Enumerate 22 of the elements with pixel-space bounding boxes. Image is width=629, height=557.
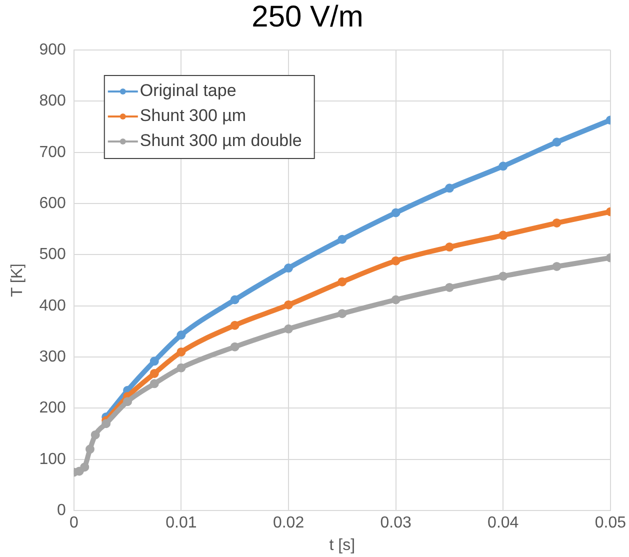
y-tick-label: 500 (39, 246, 66, 264)
y-tick-label: 800 (39, 92, 66, 110)
x-tick-label: 0 (69, 514, 78, 532)
x-tick-label: 0.05 (594, 514, 626, 532)
legend-label: Shunt 300 µm (140, 106, 246, 126)
x-axis-title: t [s] (329, 536, 356, 554)
y-tick-label: 600 (39, 194, 66, 212)
y-tick-label: 300 (39, 348, 66, 366)
y-tick-label: 0 (56, 502, 66, 520)
y-tick-label: 900 (39, 41, 66, 58)
y-tick-label: 700 (39, 144, 66, 161)
legend-label: Shunt 300 µm double (140, 131, 302, 150)
x-tick-label: 0.01 (166, 514, 197, 532)
chart-title: 250 V/m (252, 0, 364, 34)
x-tick-label: 0.04 (488, 514, 519, 532)
y-tick-label: 400 (39, 297, 66, 314)
x-tick-label: 0.02 (272, 514, 304, 532)
x-tick-label: 0.03 (380, 514, 412, 532)
y-tick-label: 100 (39, 450, 66, 468)
y-tick-label: 200 (39, 400, 66, 417)
y-axis-title: T [K] (9, 264, 26, 298)
legend-label: Original tape (140, 81, 236, 100)
